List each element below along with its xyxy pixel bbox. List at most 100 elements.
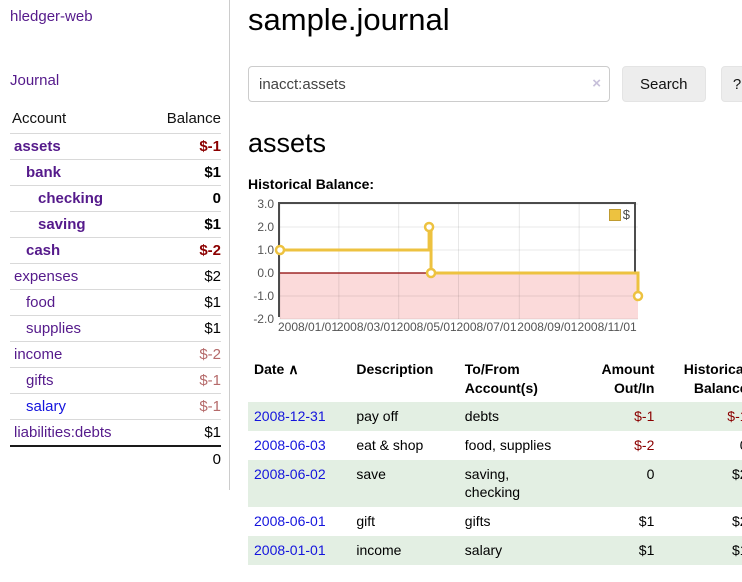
account-balance: $-1 xyxy=(145,393,221,420)
account-name-cell: food xyxy=(10,289,146,316)
sidebar-account-link[interactable]: checking xyxy=(38,190,104,207)
legend-swatch-icon xyxy=(608,208,621,221)
accounts-header-row: Account Balance xyxy=(10,107,221,134)
account-row: checking 0 xyxy=(10,185,221,212)
txn-accounts-cell: debts xyxy=(464,407,500,424)
y-tick-label: -2.0 xyxy=(253,312,274,326)
txn-date-link[interactable]: 2008-01-01 xyxy=(254,542,326,559)
txn-accounts-cell: saving, checking xyxy=(464,465,521,501)
account-balance: $2 xyxy=(145,263,221,290)
txn-amount-cell: $1 xyxy=(638,513,655,530)
txn-amount-cell: $1 xyxy=(638,542,655,559)
account-row: assets $-1 xyxy=(10,133,221,160)
sidebar-account-link[interactable]: income xyxy=(14,346,63,363)
app-title-link[interactable]: hledger-web xyxy=(10,8,93,25)
account-row: salary $-1 xyxy=(10,393,221,420)
txn-balance-cell: $1 xyxy=(731,542,742,559)
account-balance: 0 xyxy=(145,185,221,212)
txn-amount-cell: 0 xyxy=(646,465,655,482)
account-balance: $-1 xyxy=(145,133,221,160)
x-tick-label: 2008/09/01 xyxy=(517,320,578,334)
search-button[interactable]: Search xyxy=(622,66,706,102)
account-row: supplies $1 xyxy=(10,315,221,342)
txn-amount-cell: $-2 xyxy=(634,436,655,453)
account-name-cell: bank xyxy=(10,159,146,186)
sidebar-account-link[interactable]: saving xyxy=(38,216,86,233)
sidebar-account-link[interactable]: gifts xyxy=(26,372,54,389)
txn-date-link[interactable]: 2008-06-02 xyxy=(254,465,326,482)
sidebar-account-link[interactable]: bank xyxy=(26,164,62,181)
txn-balance-cell: 0 xyxy=(660,431,742,460)
sidebar-account-link[interactable]: expenses xyxy=(14,268,79,285)
search-input[interactable] xyxy=(248,66,610,102)
register-col-date[interactable]: Date ∧ xyxy=(254,361,299,377)
page-title: sample.journal xyxy=(248,2,450,37)
account-balance: $1 xyxy=(145,289,221,316)
txn-date-cell: 2008-12-31 xyxy=(248,402,350,431)
account-balance: $1 xyxy=(145,159,221,186)
txn-description-cell: save xyxy=(356,465,386,482)
sidebar-account-link[interactable]: liabilities:debts xyxy=(14,424,112,441)
transaction-row: 2008-06-01 gift gifts $1 $2 xyxy=(248,507,742,536)
account-balance: $-1 xyxy=(145,367,221,394)
accounts-total-row: 0 xyxy=(10,445,221,472)
register-col-historical-balance: Historical Balance xyxy=(683,361,742,396)
register-col-to-from-account-s-: To/From Account(s) xyxy=(464,361,538,396)
txn-balance-cell: $-1 xyxy=(727,407,742,424)
txn-description-cell: eat & shop xyxy=(356,436,424,453)
chart-x-axis: 2008/01/01 2008/03/01 2008/05/01 2008/07/01… xyxy=(278,317,642,335)
txn-date-cell: 2008-06-02 xyxy=(248,460,350,508)
search-form: × Search ? xyxy=(248,66,742,102)
txn-balance-cell: $2 xyxy=(731,465,742,482)
accounts-total-value: 0 xyxy=(145,445,221,472)
y-tick-label: 1.0 xyxy=(257,243,274,257)
txn-date-link[interactable]: 2008-06-01 xyxy=(254,513,326,530)
main-content: sample.journal × Search ? assets Histori… xyxy=(230,0,742,566)
txn-date-link[interactable]: 2008-12-31 xyxy=(254,407,326,424)
account-name-cell: assets xyxy=(10,133,146,160)
accounts-total-spacer xyxy=(10,445,146,472)
account-name-cell: cash xyxy=(10,237,146,264)
x-tick-label: 2008/01/01 xyxy=(277,320,339,334)
sidebar: hledger-web Journal Account Balance asse… xyxy=(0,0,230,490)
x-tick-label: 2008/05/01 xyxy=(396,320,457,334)
account-row: gifts $-1 xyxy=(10,367,221,394)
account-balance: $-2 xyxy=(145,341,221,368)
txn-date-cell: 2008-06-03 xyxy=(248,431,350,460)
account-row: income $-2 xyxy=(10,341,221,368)
txn-date-cell: 2008-01-01 xyxy=(248,536,350,565)
account-name-cell: checking xyxy=(10,185,146,212)
transaction-row: 2008-12-31 pay off debts $-1 $-1 xyxy=(248,401,742,431)
sidebar-account-link[interactable]: supplies xyxy=(26,320,82,337)
chart-title: Historical Balance: xyxy=(248,176,375,192)
txn-balance-cell: $2 xyxy=(731,513,742,530)
txn-accounts-cell: gifts xyxy=(464,513,491,530)
account-name-cell: salary xyxy=(10,393,146,420)
sort-asc-icon: ∧ xyxy=(288,361,299,377)
sidebar-account-link[interactable]: cash xyxy=(26,242,61,259)
sidebar-account-link[interactable]: assets xyxy=(14,138,61,155)
account-name-cell: income xyxy=(10,341,146,368)
y-tick-label: -1.0 xyxy=(253,289,274,303)
register-col-amount-out-in: Amount Out/In xyxy=(601,361,655,396)
txn-description-cell: gift xyxy=(356,513,376,530)
sidebar-item-journal[interactable]: Journal xyxy=(10,72,60,89)
account-row: food $1 xyxy=(10,289,221,316)
help-button[interactable]: ? xyxy=(720,66,742,102)
account-row: saving $1 xyxy=(10,211,221,238)
register-header-row: Date ∧ Description To/From Account(s) Amount… xyxy=(248,356,742,402)
x-tick-label: 2008/03/01 xyxy=(336,320,397,334)
account-heading: assets xyxy=(248,128,327,158)
txn-accounts-cell: salary xyxy=(464,542,503,559)
account-balance: $-2 xyxy=(145,237,221,264)
account-balance: $1 xyxy=(145,211,221,238)
account-row: expenses $2 xyxy=(10,263,221,290)
txn-date-link[interactable]: 2008-06-03 xyxy=(254,436,326,453)
sidebar-account-link[interactable]: food xyxy=(26,294,56,311)
account-row: cash $-2 xyxy=(10,237,221,264)
clear-search-icon[interactable]: × xyxy=(592,75,601,92)
y-tick-label: 0.0 xyxy=(257,266,274,280)
register-col-description: Description xyxy=(356,361,434,377)
sidebar-account-link[interactable]: salary xyxy=(26,398,67,415)
